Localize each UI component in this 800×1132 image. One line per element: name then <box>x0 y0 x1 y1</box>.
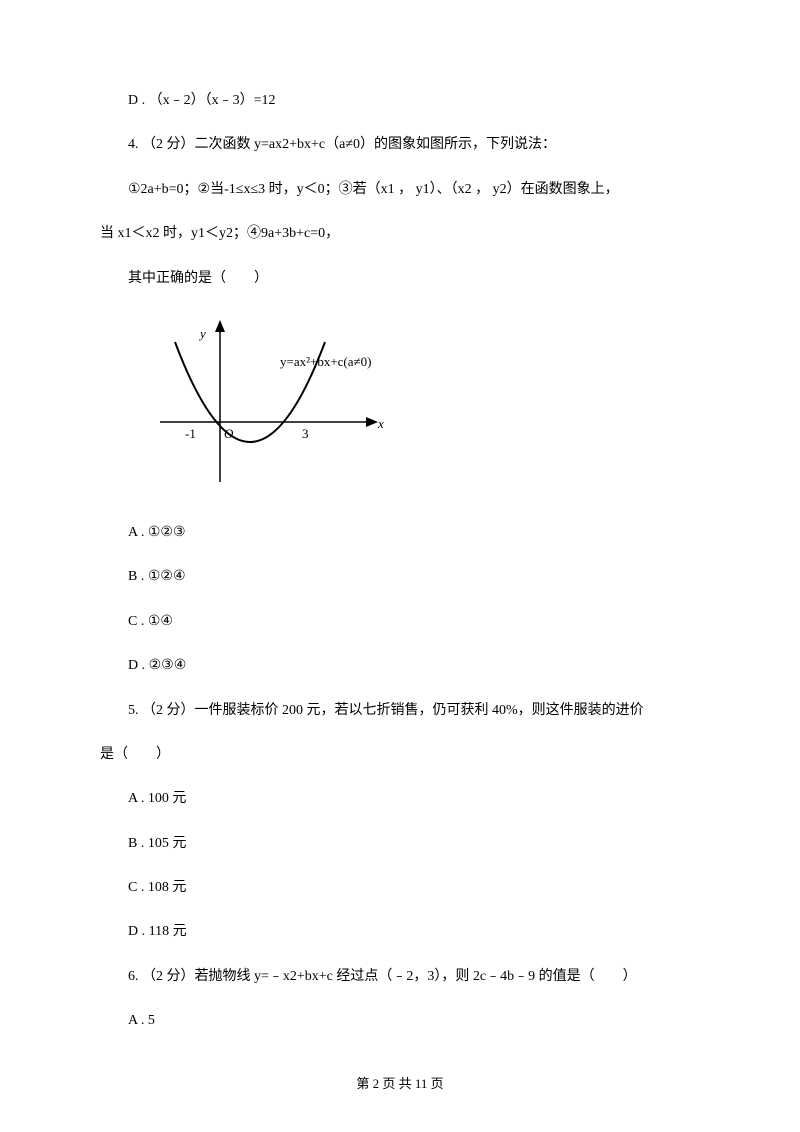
y-axis-arrow <box>215 320 225 332</box>
option-d: D . （x﹣2）（x﹣3）=12 <box>100 90 700 112</box>
x-axis-label: x <box>378 414 384 435</box>
q4-conditions-2: 当 x1＜x2 时，y1＜y2；④9a+3b+c=0， <box>100 223 700 245</box>
page-content: D . （x﹣2）（x﹣3）=12 4. （2 分）二次函数 y=ax2+bx+… <box>0 0 800 1105</box>
page-footer: 第 2 页 共 11 页 <box>0 1073 800 1092</box>
q4-option-d: D . ②③④ <box>100 655 700 677</box>
x-axis-arrow <box>366 417 378 427</box>
graph-svg <box>150 312 430 502</box>
q5-option-d: D . 118 元 <box>100 921 700 943</box>
q4-option-b: B . ①②④ <box>100 566 700 588</box>
q4-which: 其中正确的是（ ） <box>100 268 700 290</box>
parabola-graph: y x O -1 3 y=ax²+bx+c(a≠0) <box>150 312 430 502</box>
q5-option-b: B . 105 元 <box>100 833 700 855</box>
origin-label: O <box>224 424 233 445</box>
q4-conditions: ①2a+b=0；②当-1≤x≤3 时，y＜0；③若（x1 ， y1）、（x2 ，… <box>100 179 700 201</box>
q6-option-a: A . 5 <box>100 1010 700 1032</box>
neg1-label: -1 <box>185 424 196 445</box>
y-axis-label: y <box>200 324 206 345</box>
q5-option-a: A . 100 元 <box>100 788 700 810</box>
q4-option-a: A . ①②③ <box>100 522 700 544</box>
q5-stem: 5. （2 分）一件服装标价 200 元，若以七折销售，仍可获利 40%，则这件… <box>100 700 700 722</box>
three-label: 3 <box>302 424 309 445</box>
q4-stem: 4. （2 分）二次函数 y=ax2+bx+c（a≠0）的图象如图所示，下列说法… <box>100 134 700 156</box>
q4-option-c: C . ①④ <box>100 611 700 633</box>
q5-option-c: C . 108 元 <box>100 877 700 899</box>
equation-label: y=ax²+bx+c(a≠0) <box>280 352 372 373</box>
q6-stem: 6. （2 分）若抛物线 y=﹣x2+bx+c 经过点（﹣2，3），则 2c﹣4… <box>100 966 700 988</box>
q5-stem-2: 是（ ） <box>100 744 700 766</box>
